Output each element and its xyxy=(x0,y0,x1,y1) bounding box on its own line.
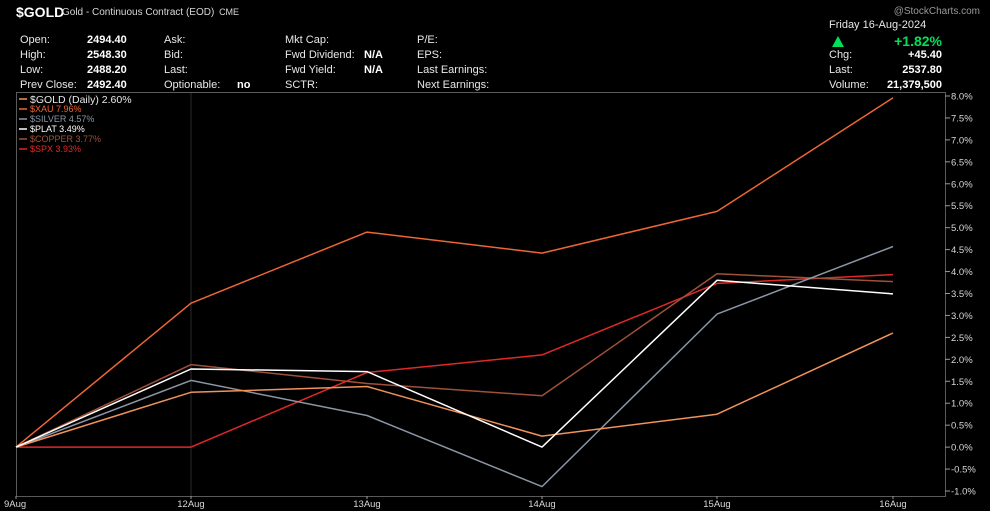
y-tick-label: 8.0% xyxy=(951,92,973,103)
high-value: 2548.30 xyxy=(87,49,127,61)
pe-label: P/E: xyxy=(417,34,438,46)
y-tick-label: 5.5% xyxy=(951,201,973,212)
plot-area-border xyxy=(16,92,946,497)
series-line-0 xyxy=(15,332,894,448)
y-tick-label: 0.0% xyxy=(951,443,973,454)
date-label: Friday 16-Aug-2024 xyxy=(829,19,927,31)
x-tick-label: 14Aug xyxy=(528,499,555,510)
optionable-label: Optionable: xyxy=(164,79,221,91)
open-value: 2494.40 xyxy=(87,34,127,46)
y-tick-label: 5.0% xyxy=(951,223,973,234)
last-price-value: 2537.80 xyxy=(902,64,942,76)
mkt-cap-label: Mkt Cap: xyxy=(285,34,330,46)
y-tick-label: 6.0% xyxy=(951,179,973,190)
instrument-description: Gold - Continuous Contract (EOD) xyxy=(62,7,215,18)
series-line-1 xyxy=(15,97,894,448)
high-label: High: xyxy=(20,49,46,61)
fwd-dividend-label: Fwd Dividend: xyxy=(285,49,355,61)
instrument-name: Gold - Continuous Contract (EOD) CME xyxy=(62,7,239,18)
y-tick-label: -1.0% xyxy=(951,487,976,498)
last-price-label: Last: xyxy=(829,64,853,76)
legend-item: $SILVER 4.57% xyxy=(30,114,94,124)
last-label: Last: xyxy=(164,64,188,76)
symbol-title: $GOLD xyxy=(16,4,65,20)
volume-label: Volume: xyxy=(829,79,869,91)
last-earnings-label: Last Earnings: xyxy=(417,64,488,76)
bid-label: Bid: xyxy=(164,49,183,61)
optionable-value: no xyxy=(237,79,251,91)
x-axis: 9Aug 12Aug 13Aug 14Aug 15Aug 16Aug xyxy=(4,496,907,510)
low-label: Low: xyxy=(20,64,44,76)
y-tick-label: 0.5% xyxy=(951,421,973,432)
prev-close-label: Prev Close: xyxy=(20,79,77,91)
y-axis: 8.0% 7.5% 7.0% 6.5% 6.0% 5.5% 5.0% 4.5% 4.0% 3.5%… xyxy=(945,92,976,498)
watermark: @StockCharts.com xyxy=(893,6,980,17)
x-tick-label: 13Aug xyxy=(353,499,380,510)
y-tick-label: 7.5% xyxy=(951,113,973,124)
y-tick-label: 2.0% xyxy=(951,355,973,366)
up-triangle-icon xyxy=(832,36,844,47)
fwd-yield-label: Fwd Yield: xyxy=(285,64,336,76)
y-tick-label: 1.5% xyxy=(951,377,973,388)
legend-item: $PLAT 3.49% xyxy=(30,124,85,134)
next-earnings-label: Next Earnings: xyxy=(417,79,490,91)
y-tick-label: 4.0% xyxy=(951,267,973,278)
ask-label: Ask: xyxy=(164,34,186,46)
legend-item: $SPX 3.93% xyxy=(30,144,81,154)
y-tick-label: 2.5% xyxy=(951,333,973,344)
sctr-label: SCTR: xyxy=(285,79,318,91)
y-tick-label: 3.5% xyxy=(951,289,973,300)
series-line-2 xyxy=(15,245,894,488)
chg-label: Chg: xyxy=(829,49,853,61)
volume-value: 21,379,500 xyxy=(886,79,942,91)
eps-label: EPS: xyxy=(417,49,443,61)
legend-item: $COPPER 3.77% xyxy=(30,134,101,144)
x-tick-label: 9Aug xyxy=(4,499,26,510)
y-tick-label: 6.5% xyxy=(951,157,973,168)
exchange-label: CME xyxy=(219,7,240,17)
y-tick-label: 4.5% xyxy=(951,245,973,256)
y-tick-label: 3.0% xyxy=(951,311,973,322)
prev-close-value: 2492.40 xyxy=(87,79,127,91)
y-tick-label: 1.0% xyxy=(951,399,973,410)
x-tick-label: 15Aug xyxy=(703,499,730,510)
y-tick-label: 7.0% xyxy=(951,135,973,146)
series-line-3 xyxy=(15,279,894,448)
chg-value: +45.40 xyxy=(908,49,942,61)
legend-item: $GOLD (Daily) 2.60% xyxy=(30,94,132,106)
y-tick-label: -0.5% xyxy=(951,465,976,476)
change-percent: +1.82% xyxy=(894,33,942,49)
legend: $GOLD (Daily) 2.60%$XAU 7.96%$SILVER 4.5… xyxy=(19,94,132,154)
fwd-dividend-value: N/A xyxy=(364,49,383,61)
legend-item: $XAU 7.96% xyxy=(30,104,82,114)
x-tick-label: 16Aug xyxy=(879,499,906,510)
low-value: 2488.20 xyxy=(87,64,127,76)
open-label: Open: xyxy=(20,34,50,46)
series-lines xyxy=(15,97,894,488)
x-tick-label: 12Aug xyxy=(177,499,204,510)
series-line-5 xyxy=(16,273,894,448)
series-line-4 xyxy=(15,273,894,448)
fwd-yield-value: N/A xyxy=(364,64,383,76)
